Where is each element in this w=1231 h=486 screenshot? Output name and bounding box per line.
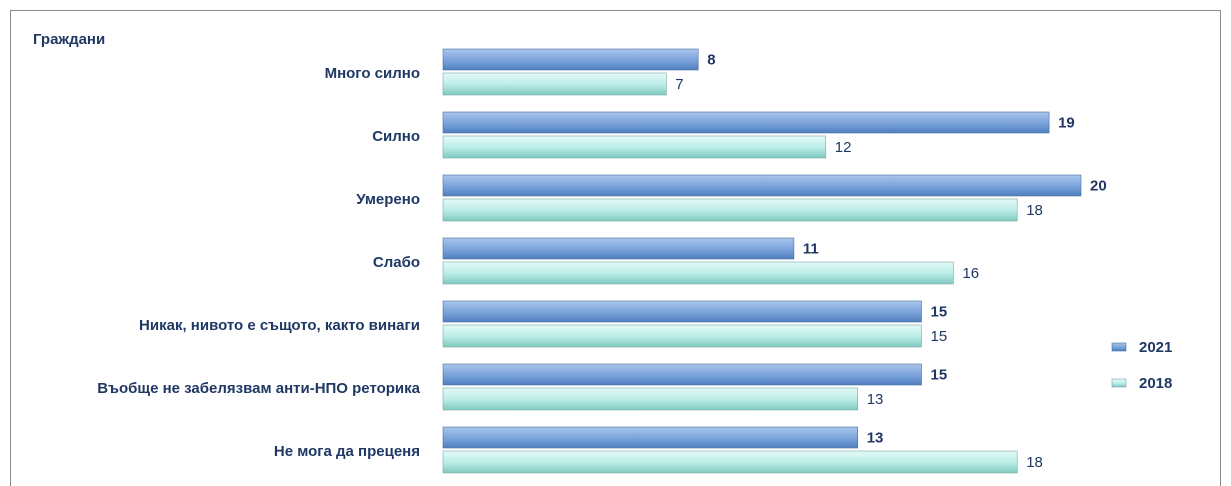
value-label: 18 <box>1026 202 1043 219</box>
value-label: 18 <box>1026 454 1043 471</box>
category-label: Не мога да преценя <box>274 443 420 460</box>
bar <box>442 198 1018 222</box>
value-label: 7 <box>675 76 683 93</box>
value-label: 11 <box>803 240 819 257</box>
value-label: 15 <box>931 366 948 383</box>
category-label: Въобще не забелязвам анти-НПО реторика <box>97 380 420 397</box>
bar <box>442 300 922 323</box>
bar <box>442 237 795 260</box>
category-label: Никак, нивото е същото, както винаги <box>139 317 420 334</box>
bar <box>442 324 922 348</box>
category-label: Умерено <box>356 191 420 208</box>
bar <box>442 111 1050 134</box>
bar <box>442 48 699 71</box>
legend-label: 2018 <box>1139 375 1172 392</box>
bar <box>442 72 667 96</box>
bar <box>442 426 859 449</box>
legend-label: 2021 <box>1139 339 1172 356</box>
category-label: Слабо <box>373 254 420 271</box>
bar <box>442 387 859 411</box>
legend-swatch <box>1111 378 1127 388</box>
value-label: 15 <box>931 303 948 320</box>
bar <box>442 363 922 386</box>
value-label: 20 <box>1090 177 1107 194</box>
bar <box>442 174 1082 197</box>
category-label: Силно <box>372 128 420 145</box>
bar <box>442 261 954 285</box>
value-label: 8 <box>707 51 715 68</box>
value-label: 12 <box>835 139 852 156</box>
chart-title: Граждани <box>33 31 105 48</box>
value-label: 15 <box>931 328 948 345</box>
category-label: Много силно <box>325 65 420 82</box>
value-label: 16 <box>962 265 979 282</box>
legend-swatch <box>1111 342 1127 352</box>
value-label: 19 <box>1058 114 1075 131</box>
value-label: 13 <box>867 391 884 408</box>
frame <box>10 10 1221 486</box>
bar <box>442 450 1018 474</box>
value-label: 13 <box>867 429 884 446</box>
bar <box>442 135 827 159</box>
